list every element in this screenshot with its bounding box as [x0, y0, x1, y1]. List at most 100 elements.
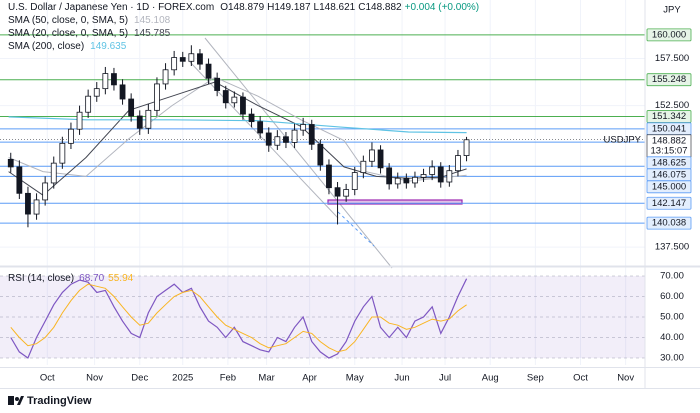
level-label: 140.038: [652, 218, 686, 229]
candle-body: [171, 57, 178, 71]
candle-body: [351, 172, 358, 190]
legend-text: H149.187: [267, 2, 311, 13]
candle-body: [59, 142, 66, 164]
legend: U.S. Dollar / Japanese Yen · 1D · FOREX.…: [8, 2, 479, 284]
legend-text: SMA (200, close): [8, 41, 84, 52]
legend-row: SMA (50, close, 0, SMA, 5) 145.108: [8, 15, 171, 26]
y-tick-label: 137.500: [655, 242, 689, 253]
rsi-tick-label: 50.00: [660, 312, 684, 323]
legend-text: L148.621: [314, 2, 356, 13]
legend-text: SMA (20, close, 0, SMA, 5): [8, 28, 128, 39]
level-label: 151.342: [652, 111, 686, 122]
candle-body: [403, 177, 410, 184]
rsi-tick-label: 30.00: [660, 353, 684, 364]
plot: [7, 45, 470, 359]
candle-body: [291, 129, 298, 143]
candle-body: [25, 192, 31, 215]
support-zone: [327, 199, 463, 205]
candle-body: [154, 83, 160, 111]
candle-body: [128, 98, 135, 117]
candle-body: [317, 143, 324, 166]
legend-text: SMA (50, close, 0, SMA, 5): [8, 15, 128, 26]
x-tick-label: Aug: [482, 373, 499, 384]
axes: Oct Nov Dec 2025 Feb Mar Apr May Jun Jul Aug Sep Oct…: [40, 28, 692, 384]
level-label-box: [646, 28, 692, 42]
current-price: 148.882: [652, 135, 686, 146]
candle-body: [85, 95, 92, 113]
current-symbol: USDJPY: [604, 134, 642, 145]
logo-mark: [17, 396, 24, 405]
rsi-tick-label: 70.00: [660, 271, 684, 282]
candle-body: [93, 88, 100, 97]
x-tick-label: Nov: [86, 373, 103, 384]
candle-body: [197, 53, 203, 65]
candle-body: [463, 139, 470, 157]
candle-body: [33, 199, 40, 215]
candle-body: [7, 158, 14, 168]
brand: TradingView: [27, 395, 92, 407]
legend-text: 149.635: [90, 41, 127, 52]
logo-mark: [15, 397, 19, 401]
brand-logo: TradingView: [8, 395, 92, 407]
candle-body: [222, 90, 229, 104]
y-tick-label: 157.500: [655, 53, 689, 64]
candle-body: [386, 167, 393, 185]
level-label: 150.041: [652, 123, 686, 134]
candle-body: [446, 170, 453, 183]
candle-body: [111, 73, 117, 86]
level-label: 145.000: [652, 181, 686, 192]
rsi-ma-line: [10, 283, 467, 353]
candle-body: [179, 57, 186, 62]
candle-body: [145, 109, 152, 129]
candle-body: [248, 113, 255, 123]
logo-mark: [8, 396, 14, 405]
legend-text: O148.879: [220, 2, 264, 13]
x-tick-label: Dec: [131, 373, 148, 384]
candle-body: [257, 121, 264, 134]
candle-body: [214, 77, 221, 91]
candle-body: [334, 187, 341, 197]
levels: [0, 34, 645, 224]
candle-body: [455, 155, 461, 172]
x-tick-label: Apr: [302, 373, 317, 384]
x-tick-label: Jul: [439, 373, 451, 384]
level-label-box: [646, 73, 692, 87]
level-label-box: [646, 196, 692, 210]
candle-body: [205, 63, 212, 79]
currency: JPY: [663, 5, 681, 16]
candle-body: [308, 124, 315, 145]
rsi-tick-label: 40.00: [660, 332, 684, 343]
rsi-band: [0, 275, 645, 359]
legend-row: SMA (200, close) 149.635: [8, 41, 127, 52]
candle-body: [412, 176, 418, 184]
x-tick-label: Mar: [258, 373, 274, 384]
x-tick-label: Oct: [573, 373, 588, 384]
legend-text: U.S. Dollar / Japanese Yen · 1D · FOREX.…: [8, 2, 214, 13]
candle-body: [162, 69, 169, 85]
candle-body: [394, 177, 401, 185]
candle-body: [265, 132, 272, 146]
rsi-tick-label: 60.00: [660, 291, 684, 302]
level-label: 146.075: [652, 169, 686, 180]
x-tick-label: Jun: [394, 373, 409, 384]
candle-body: [42, 182, 49, 201]
level-label-box: [646, 216, 692, 230]
candle-body: [76, 111, 83, 130]
candle-body: [343, 189, 350, 197]
legend-text: RSI (14, close): [8, 273, 74, 284]
candle-body: [16, 166, 23, 194]
sma-line: [8, 76, 467, 182]
candle-body: [300, 124, 307, 131]
level-label: 142.147: [652, 198, 686, 209]
legend-text: 145.108: [134, 15, 171, 26]
legend-row: U.S. Dollar / Japanese Yen · 1D · FOREX.…: [8, 2, 479, 13]
candle-body: [231, 96, 238, 104]
legend-text: 145.785: [134, 28, 171, 39]
legend-text: 68.70: [79, 273, 104, 284]
candle-body: [420, 174, 427, 178]
candle-body: [360, 160, 367, 173]
candle-body: [240, 96, 246, 115]
x-tick-label: Oct: [40, 373, 55, 384]
